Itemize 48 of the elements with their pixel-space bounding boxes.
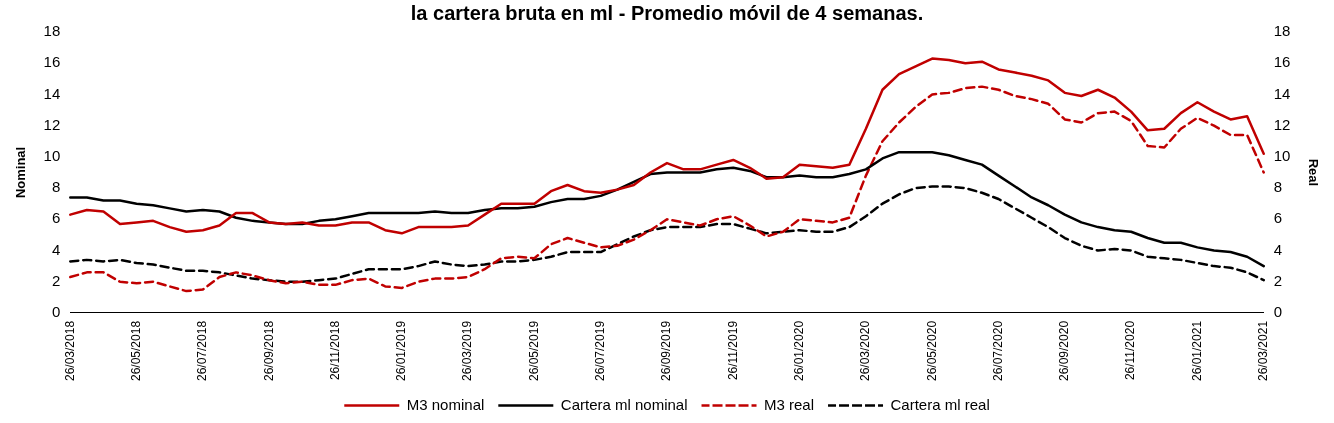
y-tick-label: 6	[51, 209, 61, 227]
y-tick-label: 16	[43, 53, 61, 71]
x-tick-label: 26/07/2020	[990, 320, 1005, 381]
x-tick-label: 26/03/2021	[1256, 320, 1271, 381]
x-tick-label: 26/05/2020	[924, 320, 939, 381]
legend-label: Cartera ml nominal	[560, 395, 688, 413]
y-tick-label: 18	[43, 22, 61, 40]
y-tick-label: 10	[43, 147, 61, 164]
chart-title: la cartera bruta en ml - Promedio móvil de 4 semanas.	[410, 1, 924, 24]
legend-label: M3 nominal	[406, 395, 485, 413]
legend-label: Cartera ml real	[890, 395, 990, 413]
x-tick-label: 26/05/2019	[526, 320, 541, 381]
x-tick-label: 26/01/2019	[394, 320, 409, 381]
x-tick-label: 26/09/2019	[659, 320, 674, 381]
y-tick-label: 12	[43, 115, 61, 133]
y2-tick-label: 8	[1273, 178, 1283, 196]
line-series	[69, 185, 1265, 283]
x-tick-label: 26/09/2018	[261, 320, 276, 381]
legend-label: M3 real	[764, 395, 815, 413]
y2-tick-label: 0	[1273, 303, 1283, 321]
y-tick-label: 0	[51, 303, 61, 321]
y2-tick-label: 16	[1273, 53, 1291, 71]
y2-tick-label: 18	[1273, 22, 1291, 40]
y-tick-label: 8	[51, 178, 61, 196]
x-tick-label: 26/11/2020	[1123, 320, 1138, 381]
y2-axis-title: Real	[1305, 158, 1321, 187]
x-tick-label: 26/11/2019	[725, 320, 740, 381]
y2-tick-label: 4	[1273, 240, 1283, 258]
x-tick-label: 26/03/2018	[62, 320, 77, 381]
y2-tick-label: 14	[1273, 84, 1291, 102]
x-tick-label: 26/09/2020	[1057, 320, 1072, 381]
x-tick-label: 26/01/2020	[791, 320, 806, 381]
y-tick-label: 2	[51, 271, 61, 289]
y-tick-label: 4	[51, 240, 61, 258]
x-tick-label: 26/05/2018	[128, 320, 143, 381]
y2-tick-label: 6	[1273, 209, 1283, 227]
y-tick-label: 14	[43, 84, 61, 102]
x-tick-label: 26/07/2019	[593, 320, 608, 381]
line-series	[69, 85, 1265, 293]
y2-tick-label: 12	[1273, 115, 1291, 133]
x-tick-label: 26/01/2021	[1189, 320, 1204, 381]
x-tick-label: 26/03/2020	[858, 320, 873, 381]
x-tick-label: 26/11/2018	[327, 320, 342, 381]
y2-tick-label: 10	[1273, 147, 1291, 164]
x-tick-label: 26/03/2019	[460, 320, 475, 381]
x-tick-label: 26/07/2018	[195, 320, 210, 381]
y2-tick-label: 2	[1273, 271, 1283, 289]
y-axis-title: Nominal	[13, 146, 29, 199]
